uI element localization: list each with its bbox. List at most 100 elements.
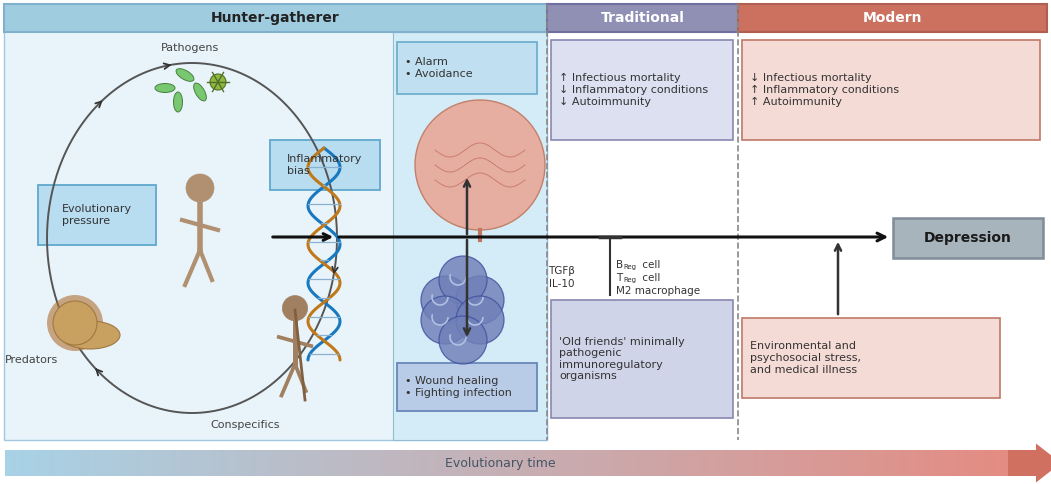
Bar [397,42,537,94]
Bar [482,450,488,476]
Bar [241,450,246,476]
Bar [488,450,493,476]
Bar [658,450,663,476]
Bar [542,450,548,476]
Bar [271,450,276,476]
Bar [130,450,136,476]
Text: 'Old friends' minimally
pathogenic
immunoregulatory
organisms: 'Old friends' minimally pathogenic immun… [559,336,685,381]
Bar [628,450,633,476]
Bar [889,450,894,476]
Bar [407,450,412,476]
Bar [940,450,945,476]
Bar [110,450,116,476]
Bar [502,450,508,476]
Bar [517,450,522,476]
Bar [141,450,146,476]
Bar [427,450,432,476]
Bar [462,450,468,476]
Bar [45,450,50,476]
Circle shape [439,256,487,304]
Bar [397,450,401,476]
Bar [387,450,392,476]
Bar [573,450,578,476]
Bar [393,32,547,440]
Bar [307,450,311,476]
Bar [975,450,980,476]
Bar [768,450,774,476]
Bar [4,4,547,32]
Bar [742,318,1000,398]
Bar [824,450,829,476]
Bar [699,450,703,476]
Bar [809,450,815,476]
Bar [468,450,472,476]
Bar [894,450,900,476]
Bar [739,450,744,476]
Bar [101,450,105,476]
Bar [598,450,603,476]
Text: ↑ Infectious mortality
↓ Inflammatory conditions
↓ Autoimmunity: ↑ Infectious mortality ↓ Inflammatory co… [559,74,708,106]
Bar [654,450,658,476]
Bar [352,450,356,476]
Bar [186,450,191,476]
Bar [663,450,668,476]
Bar [11,450,15,476]
Text: cell: cell [639,273,660,283]
Bar [759,450,764,476]
Bar [553,450,558,476]
Bar [126,450,130,476]
Bar [226,450,231,476]
Bar [829,450,834,476]
Bar [990,450,995,476]
Bar [905,450,909,476]
Ellipse shape [173,92,183,112]
Bar [874,450,880,476]
Text: • Wound healing
• Fighting infection: • Wound healing • Fighting infection [405,376,512,398]
Bar [723,450,728,476]
Bar [538,450,542,476]
Bar [880,450,884,476]
Bar [296,450,302,476]
Bar [583,450,588,476]
Bar [694,450,699,476]
Bar [508,450,513,476]
Bar [347,450,352,476]
Bar [327,450,332,476]
Text: Hunter-gatherer: Hunter-gatherer [211,11,339,25]
Bar [528,450,533,476]
Bar [668,450,674,476]
Text: Evolutionary
pressure: Evolutionary pressure [62,204,132,226]
Bar [688,450,694,476]
Bar [774,450,779,476]
Bar [714,450,719,476]
Bar [914,450,920,476]
Text: Conspecifics: Conspecifics [210,420,280,430]
Bar [206,450,211,476]
Bar [336,450,342,476]
Bar [674,450,678,476]
Bar [804,450,809,476]
Bar [815,450,819,476]
Bar [925,450,929,476]
Bar [56,450,60,476]
Bar [382,450,387,476]
Bar [638,450,643,476]
Bar [25,450,30,476]
Bar [920,450,925,476]
Bar [30,450,35,476]
Bar [342,450,347,476]
Bar [960,450,965,476]
Bar [547,4,738,32]
Bar [633,450,638,476]
Bar [929,450,934,476]
Bar [231,450,236,476]
Bar [291,450,296,476]
Bar [728,450,734,476]
Bar [76,450,80,476]
Text: ↓ Infectious mortality
↑ Inflammatory conditions
↑ Autoimmunity: ↓ Infectious mortality ↑ Inflammatory co… [750,73,899,106]
Bar [884,450,889,476]
Bar [985,450,990,476]
Bar [90,450,96,476]
Bar [221,450,226,476]
Bar [201,450,206,476]
